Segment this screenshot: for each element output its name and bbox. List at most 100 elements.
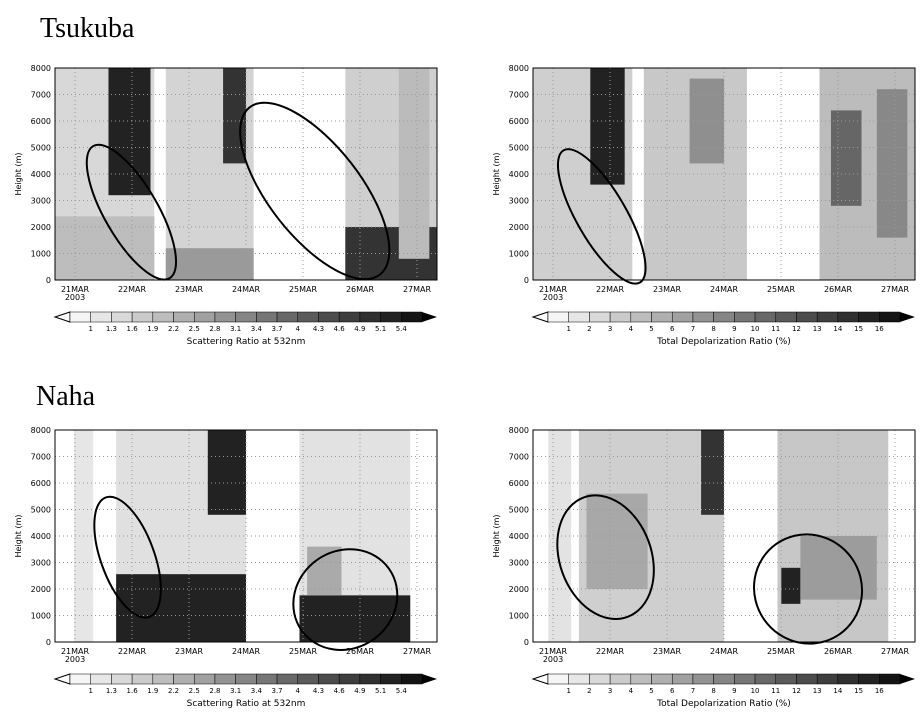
colorbar-end [900, 312, 915, 322]
y-tick-label: 4000 [31, 170, 51, 179]
colorbar-cell [631, 674, 652, 684]
colorbar-cell [693, 674, 714, 684]
x-tick-label: 25MAR [289, 647, 318, 656]
y-tick-label: 3000 [31, 197, 51, 206]
colorbar-cell [672, 312, 693, 322]
colorbar-label: 15 [854, 325, 863, 333]
colorbar-cell [360, 312, 381, 322]
colorbar-cell [817, 674, 838, 684]
y-tick-label: 0 [524, 638, 529, 647]
x-tick-label: 25MAR [767, 285, 796, 294]
colorbar-label: 8 [711, 325, 715, 333]
colorbar-label: 3.7 [271, 325, 282, 333]
y-tick-label: 5000 [509, 506, 529, 515]
colorbar-cell [153, 312, 174, 322]
profile-texture [690, 79, 724, 164]
colorbar-label: 3 [608, 687, 612, 695]
colorbar-cell [194, 674, 215, 684]
y-tick-label: 7000 [31, 453, 51, 462]
colorbar-label: 4 [629, 325, 634, 333]
profile-texture [586, 494, 647, 589]
colorbar-label: 4.3 [313, 325, 324, 333]
colorbar-cell [652, 674, 673, 684]
colorbar-label: 9 [732, 325, 736, 333]
colorbar-cell [132, 674, 153, 684]
colorbar-cell [91, 312, 112, 322]
colorbar-cell [859, 674, 880, 684]
colorbar-cell [70, 312, 91, 322]
y-tick-label: 3000 [509, 559, 529, 568]
colorbar-cell [236, 312, 257, 322]
y-axis-label: Height (m) [14, 152, 23, 195]
y-tick-label: 8000 [509, 64, 529, 73]
colorbar-cell [401, 312, 422, 322]
colorbar-label: 1 [566, 325, 570, 333]
y-tick-label: 4000 [509, 532, 529, 541]
y-tick-label: 5000 [509, 144, 529, 153]
y-tick-label: 2000 [509, 223, 529, 232]
colorbar-end [422, 312, 437, 322]
colorbar-end [533, 674, 548, 684]
colorbar-cell [879, 674, 900, 684]
colorbar-cell [174, 312, 195, 322]
y-tick-label: 8000 [31, 64, 51, 73]
colorbar-cell [298, 312, 319, 322]
profile-texture [307, 547, 341, 596]
x-tick-label: 24MAR [710, 647, 739, 656]
y-tick-label: 0 [46, 638, 51, 647]
colorbar-cell [859, 312, 880, 322]
y-tick-label: 0 [46, 276, 51, 285]
y-tick-label: 3000 [509, 197, 529, 206]
year-label: 2003 [65, 293, 85, 302]
colorbar-label: 16 [875, 325, 884, 333]
x-tick-label: 22MAR [118, 285, 147, 294]
colorbar-label: 3.4 [251, 325, 263, 333]
colorbar-label: 4.9 [354, 325, 365, 333]
colorbar-label: 3.1 [230, 325, 241, 333]
colorbar-label: 1.9 [147, 325, 158, 333]
colorbar-cell [776, 674, 797, 684]
colorbar-cell [401, 674, 422, 684]
colorbar-end [422, 674, 437, 684]
colorbar-title: Scattering Ratio at 532nm [187, 337, 306, 347]
colorbar-cell [256, 674, 277, 684]
y-tick-label: 0 [524, 276, 529, 285]
colorbar-cell [652, 312, 673, 322]
colorbar-label: 4.3 [313, 687, 324, 695]
colorbar-label: 5.4 [396, 325, 408, 333]
colorbar-cell [132, 312, 153, 322]
colorbar-label: 4.9 [354, 687, 365, 695]
colorbar-cell [318, 312, 339, 322]
profile-texture [831, 110, 862, 205]
colorbar-label: 1 [88, 325, 92, 333]
colorbar-label: 2.5 [189, 325, 200, 333]
colorbar-label: 2 [587, 325, 591, 333]
x-tick-label: 23MAR [175, 647, 204, 656]
colorbar-cell [569, 674, 590, 684]
colorbar-label: 6 [670, 687, 675, 695]
colorbar-label: 2.5 [189, 687, 200, 695]
colorbar-label: 3.7 [271, 687, 282, 695]
colorbar-label: 9 [732, 687, 736, 695]
colorbar-cell [610, 312, 631, 322]
colorbar-cell [796, 312, 817, 322]
y-tick-label: 1000 [509, 612, 529, 621]
colorbar-cell [153, 674, 174, 684]
y-tick-label: 6000 [509, 479, 529, 488]
y-axis-label: Height (m) [14, 514, 23, 557]
colorbar-cell [734, 674, 755, 684]
y-tick-label: 7000 [509, 91, 529, 100]
x-tick-label: 24MAR [232, 647, 261, 656]
colorbar-label: 4 [629, 687, 634, 695]
colorbar-label: 8 [711, 687, 715, 695]
colorbar-cell [298, 674, 319, 684]
colorbar-cell [339, 674, 360, 684]
year-label: 2003 [65, 655, 85, 664]
colorbar-cell [796, 674, 817, 684]
y-tick-label: 2000 [509, 585, 529, 594]
y-tick-label: 5000 [31, 144, 51, 153]
profile-texture [166, 248, 254, 280]
x-tick-label: 26MAR [824, 285, 853, 294]
colorbar-label: 5.1 [375, 325, 386, 333]
colorbar-cell [631, 312, 652, 322]
